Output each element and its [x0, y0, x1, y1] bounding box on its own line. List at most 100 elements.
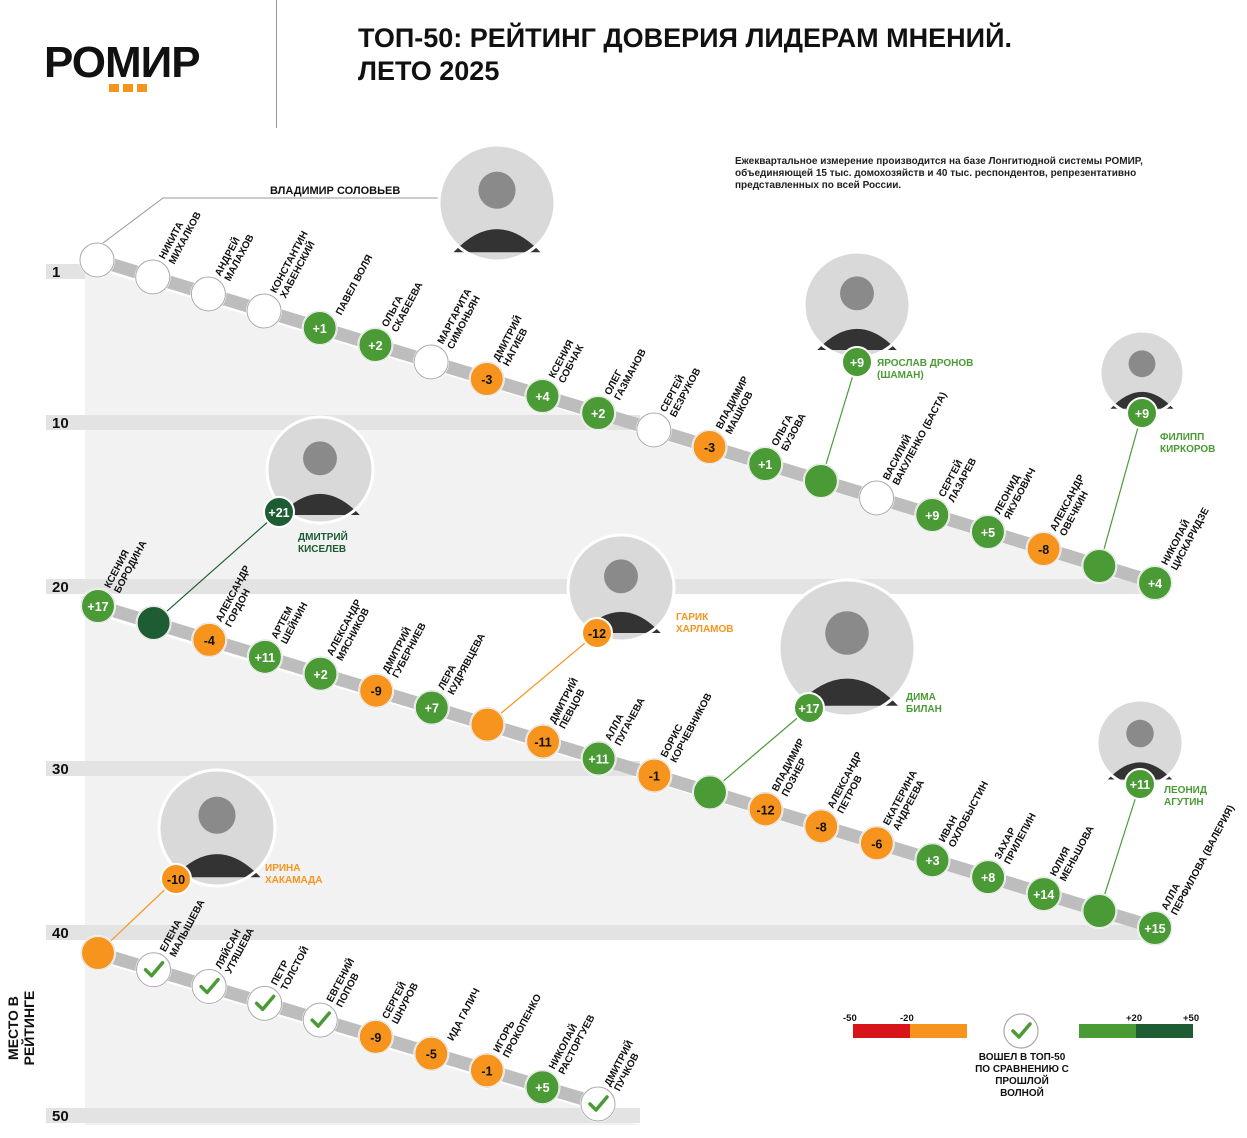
title-line-2: ЛЕТО 2025 [358, 56, 500, 86]
svg-text:ОХЛОБЫСТИН: ОХЛОБЫСТИН [947, 780, 991, 850]
callout-name-label: ВЛАДИМИР СОЛОВЬЕВ [270, 185, 400, 197]
node-circle [80, 588, 116, 624]
portrait-head [303, 441, 337, 476]
node-change-label: +2 [313, 668, 327, 682]
tick-bar-40 [46, 925, 1160, 940]
name-label: ИДА ГАЛИЧ [446, 987, 483, 1043]
node-change-label: -4 [204, 634, 215, 648]
connector-rank-1 [102, 197, 440, 244]
node-circle [524, 378, 561, 414]
node-rank-32 [691, 774, 728, 811]
node-change-label: +3 [925, 854, 939, 868]
node-change-label: +14 [1033, 888, 1054, 902]
node-change-label: -1 [481, 1064, 492, 1078]
node-circle [468, 361, 505, 397]
change-badge [841, 346, 873, 378]
callout-name-label: ХАКАМАДА [265, 875, 323, 886]
portrait-head [198, 796, 236, 834]
portrait-head [604, 559, 638, 594]
name-label: ПАВЕЛ ВОЛЯ [334, 253, 375, 317]
node-circle [914, 842, 951, 879]
node-change-label: -12 [757, 803, 775, 817]
change-badge-label: -10 [167, 873, 185, 887]
change-badge-label: +17 [798, 702, 819, 716]
node-change-label: -5 [426, 1048, 437, 1062]
node-circle [747, 791, 784, 828]
y-tick-label-1: 1 [52, 264, 60, 281]
callout-name-label: (ШАМАН) [877, 370, 924, 381]
node-rank-14 [802, 463, 839, 499]
check-icon [310, 1011, 331, 1028]
node-change-label: -9 [370, 1031, 381, 1045]
change-badge-label: +21 [268, 506, 289, 520]
change-badge [1126, 397, 1158, 429]
change-badge [581, 617, 613, 649]
header-divider [276, 0, 277, 128]
portrait-head [478, 171, 516, 209]
node-circle [747, 446, 784, 482]
node-change-label: -11 [534, 736, 551, 750]
portrait-head [840, 276, 874, 311]
node-circle [301, 310, 338, 346]
check-icon [254, 994, 276, 1012]
node-change-label: +4 [1148, 577, 1162, 591]
portrait-head [1126, 719, 1154, 748]
node-change-label: -9 [371, 685, 382, 699]
check-icon [143, 961, 165, 978]
change-badge [263, 496, 295, 528]
callout-name-label: КИСЕЛЕВ [298, 544, 346, 555]
connector-rank-32 [709, 707, 810, 793]
portrait-body [817, 328, 897, 351]
romir-logo: РОМИР [44, 38, 201, 87]
callout-name-label: ДИМА [906, 692, 936, 703]
node-rank-41 [80, 935, 116, 971]
node-circle [358, 672, 395, 709]
node-circle [1025, 531, 1062, 567]
legend-tick-label: -20 [900, 1013, 914, 1024]
node-rank-39 [1081, 893, 1118, 930]
node-circle [691, 429, 728, 465]
node-change-label: +1 [758, 458, 772, 472]
node-circle [580, 740, 617, 777]
legend-bar-positive [1079, 1024, 1136, 1038]
change-badge-label: -12 [588, 627, 606, 641]
connector-rank-14 [820, 361, 858, 482]
node-rank-1 [79, 242, 115, 278]
node-change-label: +1 [313, 322, 327, 336]
svg-text:ИДА ГАЛИЧ: ИДА ГАЛИЧ [446, 987, 483, 1043]
node-circle [525, 723, 562, 760]
node-change-label: -3 [481, 373, 492, 387]
node-circle [580, 395, 617, 431]
node-circle [469, 706, 506, 743]
node-change-label: +9 [925, 509, 939, 523]
legend-new-entry-text: ВОШЕЛ В ТОП-50 ПО СРАВНЕНИЮ С ПРОШЛОЙ ВО… [975, 1052, 1069, 1099]
node-change-label: +8 [981, 871, 995, 885]
change-badge-label: +9 [1135, 407, 1149, 421]
